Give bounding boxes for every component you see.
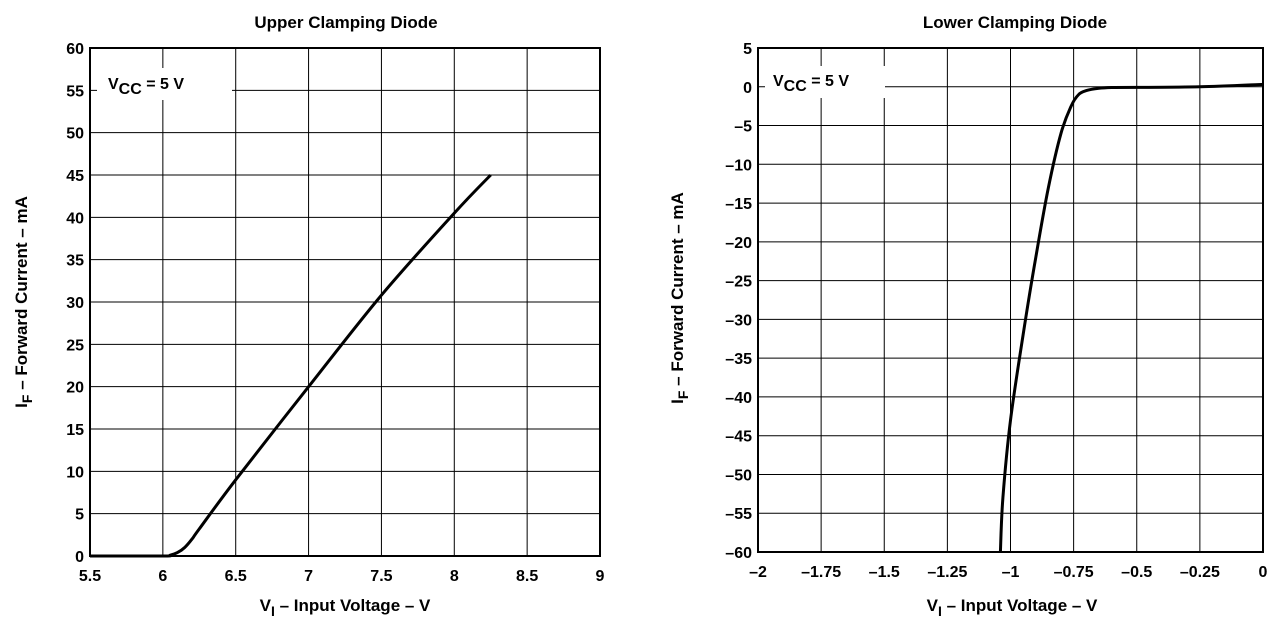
- chart-title: Upper Clamping Diode: [254, 13, 437, 32]
- vcc-annotation: VCC = 5 V: [773, 73, 849, 95]
- x-tick-label: 0: [1259, 564, 1268, 581]
- x-tick-label: 7.5: [370, 568, 392, 585]
- x-tick-label: 8.5: [516, 568, 538, 585]
- upper-clamping-diode-chart: Upper Clamping Diode 5.5 6 6.5 7 7.5 8 8.5 9 0 5…: [12, 13, 605, 619]
- x-tick-label: –0.75: [1054, 564, 1094, 581]
- y-tick-label: 35: [66, 253, 84, 270]
- x-tick-label: 6: [158, 568, 167, 585]
- vcc-annotation-rest: = 5 V: [142, 76, 185, 93]
- y-tick-label: 45: [66, 168, 84, 185]
- x-axis-label-main: V: [927, 596, 939, 615]
- annotation-box: [765, 66, 885, 98]
- x-tick-label: 7: [304, 568, 313, 585]
- x-axis-label-rest: – Input Voltage – V: [275, 596, 431, 615]
- x-tick-label: 5.5: [79, 568, 101, 585]
- x-axis-label-rest: – Input Voltage – V: [942, 596, 1098, 615]
- y-tick-label: 15: [66, 422, 84, 439]
- x-tick-label: –0.5: [1121, 564, 1152, 581]
- y-axis-label-main: I: [12, 403, 31, 408]
- y-tick-label: 60: [66, 41, 84, 58]
- x-tick-label: 9: [596, 568, 605, 585]
- y-tick-label: 5: [743, 41, 752, 58]
- y-axis-label: IF – Forward Current – mA: [668, 192, 691, 404]
- y-axis-label: IF – Forward Current – mA: [12, 196, 35, 408]
- y-tick-label: 10: [66, 464, 84, 481]
- x-axis-label: VI – Input Voltage – V: [260, 596, 431, 619]
- y-axis-label-sub: F: [19, 394, 35, 403]
- y-tick-label: 30: [66, 295, 84, 312]
- x-tick-labels: 5.5 6 6.5 7 7.5 8 8.5 9: [79, 568, 605, 585]
- x-tick-label: –2: [749, 564, 767, 581]
- y-tick-label: 50: [66, 126, 84, 143]
- x-tick-label: –1: [1002, 564, 1020, 581]
- plot-frame: [757, 47, 1264, 553]
- y-tick-label: –55: [725, 506, 752, 523]
- y-tick-label: –15: [725, 196, 752, 213]
- y-tick-label: –5: [734, 119, 752, 136]
- x-tick-label: –1.75: [801, 564, 841, 581]
- annotation-box: [97, 68, 232, 100]
- x-tick-label: 8: [450, 568, 459, 585]
- vcc-annotation-main: V: [108, 76, 119, 93]
- x-axis-label-sub: I: [938, 603, 942, 619]
- plot-frame: [89, 47, 601, 557]
- y-tick-label: –10: [725, 157, 752, 174]
- x-tick-label: –1.25: [927, 564, 967, 581]
- lower-clamping-diode-chart: Lower Clamping Diode –2 –1.75 –1.5 –1.25 –1–…: [668, 13, 1268, 619]
- forward-current-curve: [89, 173, 492, 558]
- y-axis-label-rest: – Forward Current – mA: [668, 192, 687, 390]
- vcc-annotation-sub: CC: [119, 81, 143, 98]
- x-tick-label: –0.25: [1180, 564, 1220, 581]
- vcc-annotation-main: V: [773, 73, 784, 90]
- y-tick-label: –40: [725, 390, 752, 407]
- vcc-annotation: VCC = 5 V: [108, 76, 184, 98]
- y-tick-label: 20: [66, 380, 84, 397]
- vcc-annotation-sub: CC: [784, 78, 808, 95]
- y-axis-label-main: I: [668, 399, 687, 404]
- y-tick-labels: 0 5 10 15 20 25 30 35 40 45 50 55 60: [66, 41, 84, 566]
- vcc-annotation-rest: = 5 V: [807, 73, 850, 90]
- chart-title: Lower Clamping Diode: [923, 13, 1107, 32]
- y-tick-labels: 5 0 –5 –10 –15 –20 –25 –30 –35 –40 –45 –50 –55 –60: [725, 41, 752, 562]
- x-axis-label-main: V: [260, 596, 272, 615]
- y-tick-label: –50: [725, 467, 752, 484]
- y-tick-label: –25: [725, 274, 752, 291]
- x-tick-label: 6.5: [225, 568, 247, 585]
- y-tick-label: 25: [66, 337, 84, 354]
- y-tick-label: 5: [75, 507, 84, 524]
- y-tick-label: –45: [725, 429, 752, 446]
- y-tick-label: –30: [725, 312, 752, 329]
- y-tick-label: 55: [66, 83, 84, 100]
- y-tick-label: 0: [75, 549, 84, 566]
- y-tick-label: –60: [725, 545, 752, 562]
- x-tick-label: –1.5: [869, 564, 900, 581]
- y-tick-label: 0: [743, 80, 752, 97]
- x-tick-labels: –2 –1.75 –1.5 –1.25 –1 –0.75 –0.5 –0.25 0: [749, 564, 1267, 581]
- y-axis-label-rest: – Forward Current – mA: [12, 196, 31, 394]
- x-axis-label: VI – Input Voltage – V: [927, 596, 1098, 619]
- forward-current-curve: [998, 82, 1264, 553]
- x-axis-label-sub: I: [271, 603, 275, 619]
- y-tick-label: 40: [66, 210, 84, 227]
- y-tick-label: –35: [725, 351, 752, 368]
- y-tick-label: –20: [725, 235, 752, 252]
- y-axis-label-sub: F: [675, 390, 691, 399]
